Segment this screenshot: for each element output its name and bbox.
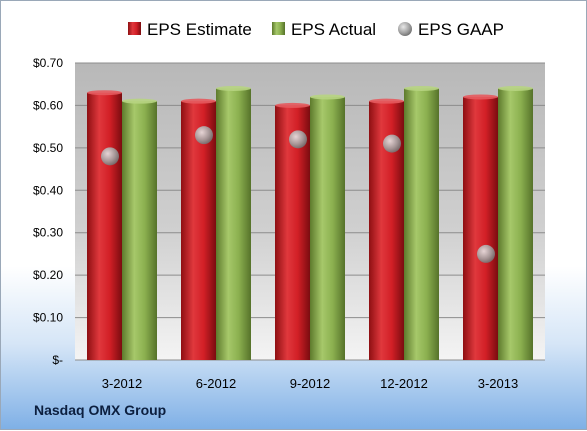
x-tick-label: 9-2012 [290, 376, 330, 391]
legend-swatch-estimate [128, 22, 141, 35]
legend-swatch-actual [272, 22, 285, 35]
bar-eps-estimate [463, 96, 498, 360]
x-tick-label: 6-2012 [196, 376, 236, 391]
bar-top-actual [216, 85, 251, 91]
legend-item-actual: EPS Actual [272, 20, 376, 39]
marker-eps-gaap [101, 147, 119, 166]
legend-item-estimate: EPS Estimate [128, 20, 252, 39]
marker-eps-gaap [195, 126, 213, 145]
marker-eps-gaap [289, 130, 307, 149]
bar-top-estimate [181, 98, 216, 104]
bar-top-actual [498, 85, 533, 91]
bar-top-actual [310, 94, 345, 100]
y-tick-label: $0.50 [33, 141, 63, 155]
y-tick-label: $0.40 [33, 183, 63, 197]
x-axis-labels: 3-2012 6-2012 9-2012 12-2012 3-2013 [102, 376, 518, 391]
legend-label-estimate: EPS Estimate [147, 20, 252, 39]
bars [87, 85, 533, 360]
marker-eps-gaap [477, 244, 495, 263]
x-tick-label: 3-2012 [102, 376, 142, 391]
y-tick-label: $0.20 [33, 268, 63, 282]
bar-eps-estimate [275, 105, 310, 360]
bar-eps-actual [404, 88, 439, 360]
bar-top-estimate [87, 90, 122, 96]
bar-eps-actual [498, 88, 533, 360]
company-name: Nasdaq OMX Group [34, 402, 167, 418]
legend-label-gaap: EPS GAAP [418, 20, 504, 39]
bar-top-actual [122, 98, 157, 104]
legend-label-actual: EPS Actual [291, 20, 376, 39]
y-tick-label: $0.60 [33, 98, 63, 112]
bar-eps-actual [122, 101, 157, 360]
y-tick-label: $- [52, 353, 63, 367]
y-tick-label: $0.30 [33, 226, 63, 240]
bar-top-estimate [275, 102, 310, 108]
y-axis-ticks: $- $0.10 $0.20 $0.30 $0.40 $0.50 $0.60 $0.70 [33, 56, 63, 367]
x-tick-label: 3-2013 [478, 376, 518, 391]
bar-top-estimate [369, 98, 404, 104]
y-tick-label: $0.10 [33, 311, 63, 325]
bar-eps-estimate [87, 92, 122, 360]
bar-eps-actual [216, 88, 251, 360]
bar-eps-estimate [181, 101, 216, 360]
legend: EPS Estimate EPS Actual EPS GAAP [128, 20, 504, 39]
marker-eps-gaap [383, 134, 401, 153]
gaap-markers [101, 126, 495, 263]
bar-top-actual [404, 85, 439, 91]
bar-top-estimate [463, 94, 498, 100]
y-tick-label: $0.70 [33, 56, 63, 70]
legend-marker-gaap [398, 22, 412, 36]
bar-eps-actual [310, 96, 345, 360]
legend-item-gaap: EPS GAAP [398, 20, 504, 39]
x-tick-label: 12-2012 [380, 376, 428, 391]
